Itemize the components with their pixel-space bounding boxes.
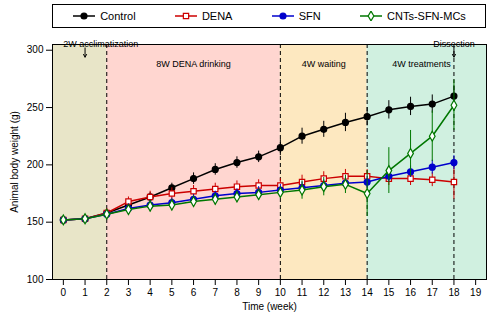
- svg-text:15: 15: [383, 287, 395, 298]
- svg-text:9: 9: [256, 287, 262, 298]
- svg-text:17: 17: [427, 287, 439, 298]
- svg-text:4W waiting: 4W waiting: [302, 59, 346, 69]
- svg-text:250: 250: [27, 102, 44, 113]
- svg-text:11: 11: [297, 287, 308, 298]
- svg-text:16: 16: [405, 287, 417, 298]
- html-text:CNTs-SFN-MCs: CNTs-SFN-MCs: [387, 10, 466, 22]
- svg-text:300: 300: [27, 44, 44, 55]
- svg-text:18: 18: [448, 287, 460, 298]
- svg-text:12: 12: [318, 287, 330, 298]
- svg-text:4: 4: [147, 287, 153, 298]
- svg-text:13: 13: [340, 287, 352, 298]
- svg-text:6: 6: [191, 287, 197, 298]
- svg-text:3: 3: [126, 287, 132, 298]
- svg-text:100: 100: [27, 274, 44, 285]
- html-text:SFN: SFN: [298, 10, 321, 22]
- svg-text:Time (week): Time (week): [242, 301, 297, 312]
- svg-text:1: 1: [82, 287, 88, 298]
- svg-text:2W acclimatization: 2W acclimatization: [63, 39, 138, 49]
- svg-text:Dissection: Dissection: [433, 38, 475, 49]
- svg-text:7: 7: [212, 287, 218, 298]
- svg-text:5: 5: [169, 287, 175, 298]
- svg-text:Animal body weight (g): Animal body weight (g): [9, 111, 20, 213]
- html-text:Control: Control: [100, 10, 136, 22]
- svg-text:4W treatments: 4W treatments: [392, 59, 451, 69]
- svg-text:14: 14: [362, 287, 374, 298]
- svg-text:19: 19: [470, 287, 482, 298]
- svg-text:8: 8: [234, 287, 240, 298]
- svg-text:0: 0: [61, 287, 67, 298]
- svg-text:150: 150: [27, 216, 44, 227]
- html-text:DENA: DENA: [201, 10, 233, 22]
- svg-text:8W DENA drinking: 8W DENA drinking: [156, 59, 231, 69]
- svg-text:2: 2: [104, 287, 110, 298]
- svg-text:200: 200: [27, 159, 44, 170]
- svg-text:10: 10: [275, 287, 287, 298]
